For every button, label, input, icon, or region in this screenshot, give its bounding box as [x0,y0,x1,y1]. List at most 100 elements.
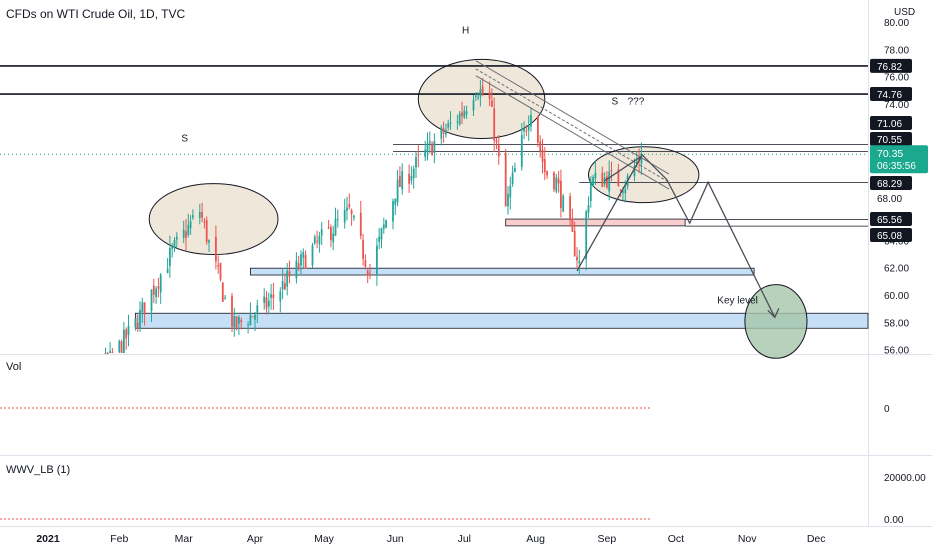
candle-body-103 [382,224,385,230]
candle-body-80 [311,245,314,266]
candle-body-175 [617,169,620,187]
candle-body-29 [143,302,146,315]
key-level-label: Key level [717,296,758,307]
resistance-zone-0[interactable] [505,218,686,227]
candle-body-141 [507,193,509,207]
drawings-layer [475,60,780,319]
candle-body-122 [445,129,447,135]
candle-body-95 [359,212,362,236]
candle-body-174 [610,170,613,172]
candle-body-59 [240,320,243,323]
support-zone-1[interactable] [249,267,755,276]
candle-body-167 [589,181,592,201]
candle-body-102 [380,228,383,240]
pattern-triangle[interactable] [576,155,642,272]
question-label: ??? [628,96,645,107]
level-badge-bg-6 [870,212,912,226]
projection-path[interactable] [640,153,776,318]
candle-body-89 [336,219,339,221]
candle-body-76 [297,263,300,269]
candle-body-31 [152,285,155,295]
candle-body-21 [120,341,123,353]
candle-body-79 [304,255,307,269]
candle-body-60 [247,324,249,326]
candle-body-93 [350,210,353,215]
level-badge-bg-2 [870,116,912,130]
volume-pane-label[interactable]: Vol [6,361,22,373]
candle-body-87 [332,233,335,243]
candle-body-172 [606,176,608,188]
candle-body-44 [192,215,194,218]
candle-body-164 [578,261,581,264]
candle-body-180 [633,165,636,177]
candle-body-92 [348,204,351,208]
candle-body-129 [465,111,468,115]
candle-body-70 [279,291,282,302]
candle-body-50 [215,236,217,262]
countdown-badge: 06:35:56 [877,161,916,172]
candle-body-25 [134,318,137,328]
candle-body-73 [286,270,289,287]
candle-body-160 [569,196,571,221]
level-badge-bg-3 [870,132,912,146]
candle-body-117 [428,141,431,144]
candle-body-113 [415,156,417,168]
candle-body-125 [456,121,459,123]
candle-body-53 [221,282,224,302]
candle-body-43 [189,221,192,229]
x-tick-label: Jun [387,533,404,545]
candle-body-68 [270,294,272,298]
candle-body-64 [256,305,259,313]
candle-body-101 [378,236,381,242]
candle-body-109 [401,171,404,190]
y-tick-label: 58.00 [884,318,909,329]
candle-body-146 [523,128,525,132]
candle-body-26 [136,322,139,329]
candle-body-52 [219,263,222,280]
candle-body-116 [426,143,429,153]
candle-body-108 [399,176,401,187]
candle-body-30 [150,289,153,311]
candle-body-69 [272,294,275,299]
candle-body-96 [362,239,364,259]
candle-body-62 [251,316,254,318]
candle-body-67 [267,300,270,307]
candle-body-61 [249,314,252,325]
candle-body-142 [509,185,512,198]
candle-body-51 [217,265,220,267]
pattern-ellipses [148,58,808,359]
candle-body-20 [118,340,121,353]
channel-bottom-line[interactable] [475,75,670,190]
candle-body-127 [461,112,463,117]
left-shoulder-label: S [181,133,188,144]
y-tick-label: 60.00 [884,291,909,302]
candle-body-72 [284,283,286,290]
candle-body-16 [104,353,107,354]
head-ellipse[interactable] [417,58,546,140]
candle-body-183 [640,154,643,164]
candle-body-144 [514,168,516,173]
candle-body-135 [488,92,491,99]
channel-top-line[interactable] [475,60,670,175]
left-shoulder-ellipse[interactable] [148,183,279,256]
candle-body-148 [527,124,530,131]
candle-body-23 [125,329,128,339]
key-level-circle[interactable] [744,284,808,359]
candle-body-128 [463,110,466,118]
x-tick-label: Apr [247,533,264,545]
candle-body-47 [203,221,206,223]
candle-body-114 [417,154,420,156]
y-tick-label: 62.00 [884,264,909,275]
projection-arrowhead [767,308,780,319]
wwv-pane-label[interactable]: WWV_LB (1) [6,464,71,476]
candle-body-170 [601,172,604,187]
head-label: H [462,25,469,36]
candle-body-132 [477,97,479,99]
candle-body-137 [493,108,496,141]
candle-body-57 [235,316,238,328]
candle-body-94 [353,215,355,218]
candle-body-45 [198,212,201,218]
candle-body-27 [139,309,141,329]
candle-body-147 [525,130,528,132]
